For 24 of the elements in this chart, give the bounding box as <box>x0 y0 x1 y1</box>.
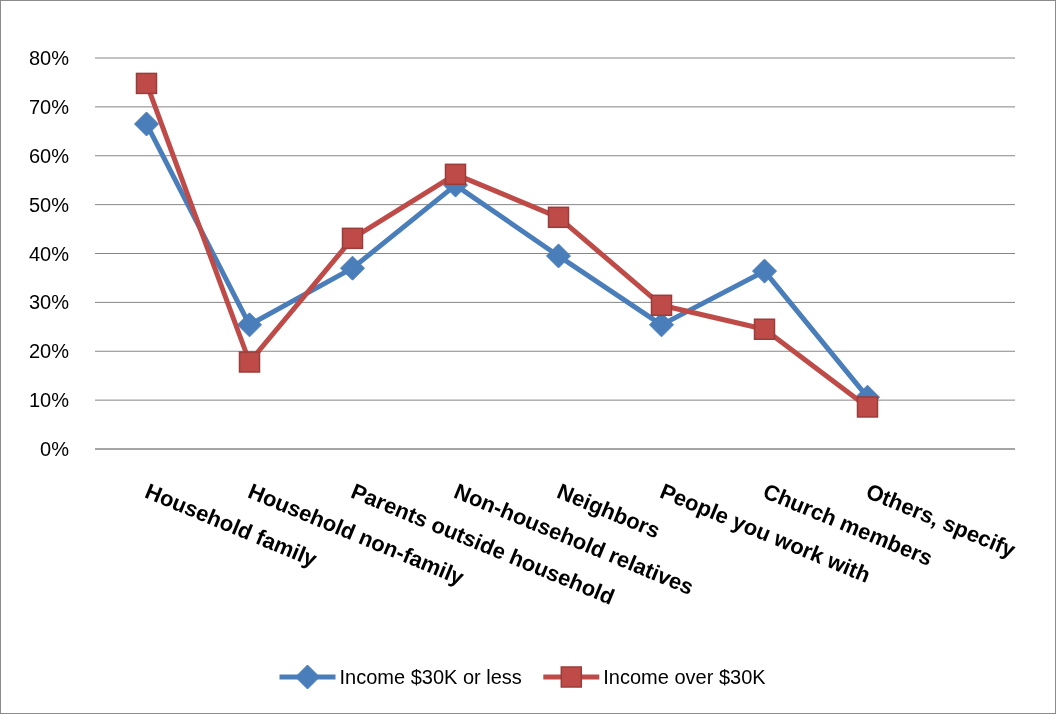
point <box>444 163 467 186</box>
point <box>341 227 364 250</box>
y-tick-label: 80% <box>28 47 70 69</box>
y-tick-label: 10% <box>28 389 70 412</box>
point <box>856 396 879 418</box>
y-tick-label: 30% <box>28 291 70 314</box>
y-tick-label: 50% <box>28 193 70 216</box>
y-tick-label: 20% <box>28 340 70 363</box>
legend-label: Income over $30K <box>603 666 767 688</box>
legend-label: Income $30K or less <box>339 666 522 688</box>
point <box>134 111 159 137</box>
point <box>547 206 570 229</box>
y-tick-label: 60% <box>28 144 70 167</box>
y-tick-label: 40% <box>28 242 70 265</box>
point <box>546 243 571 269</box>
y-tick-label: 70% <box>28 95 70 118</box>
point <box>650 294 673 317</box>
point <box>753 318 776 341</box>
point <box>752 258 777 284</box>
y-tick-label: 0% <box>40 438 70 460</box>
point <box>340 255 365 281</box>
point <box>237 312 262 338</box>
point <box>238 351 261 373</box>
point <box>135 72 158 95</box>
